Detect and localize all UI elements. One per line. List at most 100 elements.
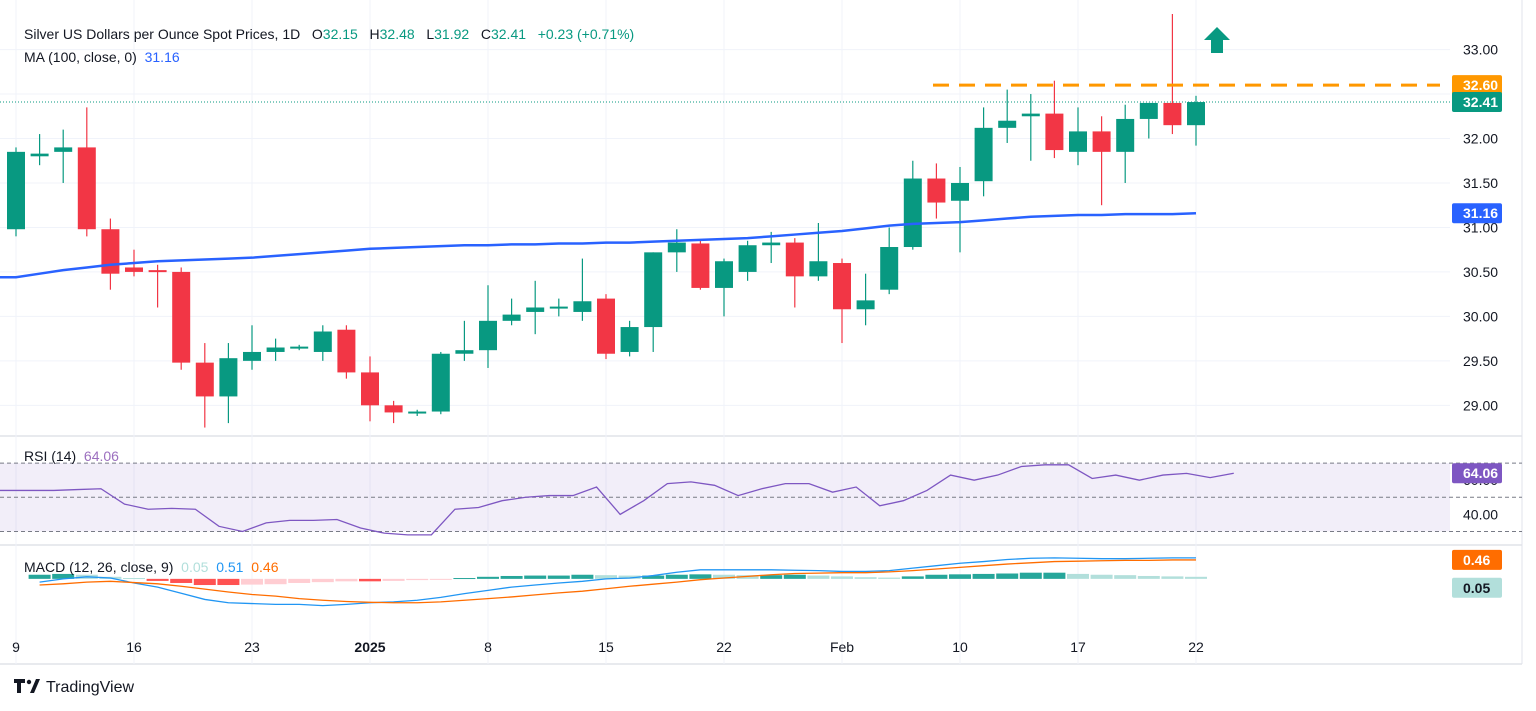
candle-body [1163,102,1182,126]
macd-hist-bar [1043,572,1066,579]
macd-hist-bar [52,573,75,579]
price-tick-label: 30.00 [1463,308,1498,324]
macd-legend: MACD (12, 26, close, 9) 0.05 0.51 0.46 [24,559,278,575]
time-tick-label: 22 [716,639,732,655]
ma-label: MA (100, close, 0) [24,49,137,65]
ma-scale-label: 31.16 [1463,205,1498,221]
macd-hist-bar [925,574,948,579]
candle-body [1116,118,1135,152]
macd-hist-bar [760,575,783,579]
macd-hist-bar [1090,574,1113,579]
ma-value: 31.16 [144,49,180,65]
candle-body [455,350,474,354]
macd-line [39,557,1196,607]
time-tick-label: 15 [598,639,614,655]
candle [479,285,497,368]
candle [431,351,450,415]
candle-body [1092,131,1111,152]
candle-body [54,147,73,152]
legend-change: +0.23 (+0.71%) [537,26,635,42]
legend-close-label: C [480,26,491,42]
candle-body [951,182,969,201]
candle [1045,80,1064,159]
rsi-legend: RSI (14) 64.06 [24,448,119,464]
price-tick-label: 31.00 [1463,219,1498,235]
legend-open-value: 32.15 [322,26,358,42]
candle [101,218,120,290]
candle [644,252,663,352]
macd-hist-scale-label: 0.05 [1463,580,1490,596]
macd-hist-bar [831,576,853,579]
last-price-scale-label-bg [1452,92,1502,113]
candle-body [408,411,427,414]
time-tick-label: 2025 [354,639,385,655]
rsi-label: RSI (14) [24,448,77,464]
legend-low-value: 31.92 [434,26,470,42]
macd-hist-bar [217,578,240,586]
candle [148,264,167,308]
candle-body [809,261,828,277]
candle [691,240,710,290]
macd-hist-bar [429,578,452,580]
macd-hist-bar [901,576,924,579]
price-tick-label: 29.50 [1463,353,1498,369]
candle-body [597,298,615,354]
candle-body [691,243,710,288]
macd-hist-bar [783,574,806,579]
candle [172,267,191,370]
resistance-scale-label-bg [1452,75,1502,96]
candle [1069,107,1087,166]
candle [880,227,899,295]
candle-body [1069,131,1087,152]
rsi-tick-label: 40.00 [1463,506,1498,522]
macd-hist-bar [477,576,499,579]
macd-signal-line [39,559,1196,604]
macd-hist-bar [500,575,523,579]
macd-hist-bar [146,578,169,581]
ma-scale-label-bg [1452,203,1502,224]
candle-body [549,306,568,309]
brand-name: TradingView [46,679,135,696]
macd-hist-bar [524,575,547,579]
candle-body [243,351,261,361]
candle [1163,14,1182,135]
candle-body [266,347,285,352]
legend-low-label: L [426,26,435,42]
tradingview-brand[interactable]: TradingView [14,678,134,698]
candle-body [195,362,214,397]
candle-body [1045,113,1064,151]
last-price-scale-label: 32.41 [1463,94,1498,110]
candle-body [431,353,450,412]
candle-body [738,245,757,272]
candle [1021,94,1040,161]
price-tick-label: 30.50 [1463,264,1498,280]
macd-hist-bar [618,575,641,579]
candle-body [479,320,497,351]
macd-hist-bar [382,578,405,581]
candle [573,258,592,321]
candle-body [856,300,875,310]
candle-body [927,178,946,203]
macd-hist-bar [996,573,1019,579]
macd-signal-scale-label: 0.46 [1463,552,1490,568]
macd-hist-bar [1161,576,1184,579]
time-tick-label: Feb [830,639,854,655]
candle [266,338,285,361]
macd-hist-bar [170,578,193,583]
candle [195,343,214,428]
candle [526,280,545,335]
macd-hist-scale-label-bg [1452,577,1502,598]
candle [313,325,332,361]
candle-body [1139,102,1158,119]
candle-body [974,127,993,182]
candle-body [903,178,922,248]
candle [549,298,568,317]
candle-body [833,263,851,310]
candle [620,320,639,357]
macd-hist-bar [241,578,263,585]
macd-hist-bar [949,574,971,579]
macd-hist-bar [689,574,712,579]
chart-legend-ohlc: Silver US Dollars per Ounce Spot Prices,… [24,26,634,42]
macd-signal-value: 0.46 [251,559,279,575]
